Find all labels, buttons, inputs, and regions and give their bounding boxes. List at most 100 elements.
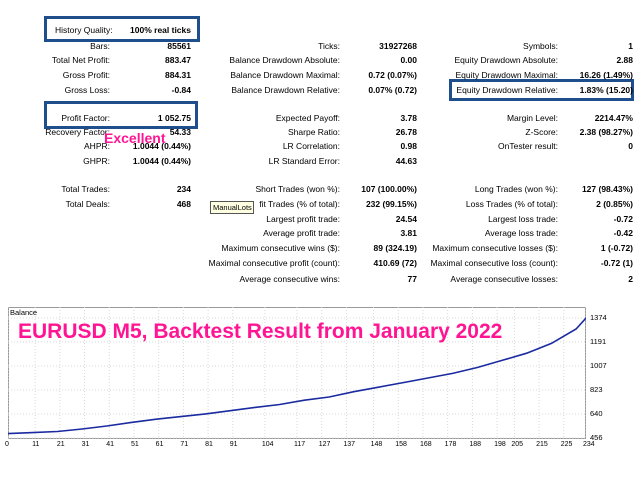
stat-label: Total Deals:	[65, 199, 110, 209]
x-tick-label: 148	[370, 441, 383, 448]
stat-label: Total Trades:	[61, 184, 110, 194]
history-quality-label: History Quality:	[55, 25, 113, 35]
stat-value: 16.26 (1.49%)	[579, 70, 633, 80]
stat-label: Equity Drawdown Relative:	[456, 85, 558, 95]
stat-value: 2.38 (98.27%)	[579, 127, 633, 137]
stat-label: GHPR:	[83, 156, 110, 166]
stat-label: Average profit trade:	[263, 228, 340, 238]
stat-label: Symbols:	[523, 41, 558, 51]
x-tick-label: 61	[155, 441, 164, 448]
stat-value: 26.78	[395, 127, 417, 137]
stat-label: Average consecutive losses:	[450, 274, 558, 284]
stat-value: 1.83% (15.20)	[579, 85, 633, 95]
x-tick-label: 215	[536, 441, 548, 448]
stat-label: Average consecutive wins:	[239, 274, 340, 284]
stat-value: 107 (100.00%)	[361, 184, 417, 194]
y-tick-label: 640	[590, 408, 603, 418]
y-tick-label: 1191	[590, 336, 607, 346]
stat-value: 85561	[167, 41, 191, 51]
x-tick-label: 178	[444, 441, 457, 448]
stat-label: Maximum consecutive losses ($):	[432, 243, 558, 253]
stat-value: 44.63	[395, 156, 417, 166]
stat-value: 1 (-0.72)	[600, 243, 633, 253]
chart-title: EURUSD M5, Backtest Result from January …	[18, 320, 503, 343]
stat-label: LR Correlation:	[282, 141, 340, 151]
stat-label: Loss Trades (% of total):	[465, 199, 558, 209]
stat-value: 54.33	[169, 127, 191, 137]
x-tick-label: 11	[32, 441, 40, 448]
stat-value: 2214.47%	[594, 113, 633, 123]
stat-value: 0.00	[400, 55, 417, 65]
x-tick-label: 158	[395, 441, 407, 448]
stat-value: 1.0044 (0.44%)	[132, 156, 191, 166]
stat-label: Z-Score:	[525, 127, 558, 137]
stat-value: -0.72	[613, 214, 633, 224]
stat-label: AHPR:	[84, 141, 110, 151]
y-tick-label: 1374	[590, 313, 607, 322]
stat-value: 468	[176, 199, 191, 209]
stat-label: Largest profit trade:	[266, 214, 340, 224]
y-tick-label: 456	[590, 433, 603, 442]
stat-value: -0.72 (1)	[600, 258, 633, 268]
stat-value: 1 052.75	[157, 113, 191, 123]
equity-drawdown-highlight	[449, 79, 634, 101]
stat-value: 2	[628, 274, 633, 284]
stat-label: Margin Level:	[506, 113, 558, 123]
stat-label: Bars:	[90, 41, 110, 51]
stat-label: Gross Profit:	[62, 70, 110, 80]
stat-label: Expected Payoff:	[275, 113, 340, 123]
x-tick-label: 41	[106, 441, 115, 448]
balance-chart-svg	[8, 307, 586, 439]
stat-value: 2.88	[616, 55, 633, 65]
y-tick-label: 823	[590, 385, 603, 395]
stat-value: -0.84	[171, 85, 191, 95]
stat-value: 24.54	[395, 214, 417, 224]
stat-value: 234	[176, 184, 191, 194]
stat-value: 0.98	[400, 141, 417, 151]
stat-value: 232 (99.15%)	[365, 199, 417, 209]
x-tick-label: 21	[56, 441, 65, 448]
stat-label: Gross Loss:	[64, 85, 110, 95]
stat-value: 31927268	[379, 41, 417, 51]
stat-value: 0.07% (0.72)	[368, 85, 417, 95]
stat-label: Recovery Factor:	[45, 127, 110, 137]
x-tick-label: 81	[205, 441, 213, 448]
stat-label: Profit Factor:	[61, 113, 110, 123]
stat-value: 883.47	[165, 55, 191, 65]
stat-value: 2 (0.85%)	[596, 199, 633, 209]
stat-label: Sharpe Ratio:	[288, 127, 340, 137]
stat-value: 0	[628, 141, 633, 151]
stat-label: Largest loss trade:	[488, 214, 558, 224]
stat-label: Equity Drawdown Absolute:	[454, 55, 558, 65]
x-tick-label: 117	[294, 441, 306, 448]
stat-label: Average loss trade:	[484, 228, 558, 238]
x-tick-label: 168	[419, 441, 432, 448]
stat-value: 77	[407, 274, 417, 284]
x-tick-label: 127	[318, 441, 331, 448]
stat-label: OnTester result:	[498, 141, 558, 151]
x-tick-label: 188	[469, 441, 482, 448]
stat-label: Long Trades (won %):	[474, 184, 558, 194]
stat-value: 1.0044 (0.44%)	[132, 141, 191, 151]
stat-label: LR Standard Error:	[268, 156, 340, 166]
x-tick-label: 198	[494, 441, 506, 448]
stat-value: 410.69 (72)	[373, 258, 417, 268]
profit-factor-highlight	[44, 101, 198, 129]
stat-value: 0.72 (0.07%)	[368, 70, 417, 80]
stat-label: Total Net Profit:	[51, 55, 110, 65]
manual-lots-tooltip: ManualLots	[210, 201, 254, 214]
stat-value: 3.81	[400, 228, 417, 238]
balance-line	[8, 317, 586, 435]
stat-value: 1	[628, 41, 633, 51]
history-quality-value: 100% real ticks	[130, 25, 191, 35]
x-tick-label: 137	[343, 441, 356, 448]
stat-label: Maximum consecutive wins ($):	[221, 243, 340, 253]
x-tick-label: 234	[583, 441, 595, 448]
stat-value: 127 (98.43%)	[581, 184, 633, 194]
stat-label: Balance Drawdown Maximal:	[230, 70, 340, 80]
stat-label: Maximal consecutive profit (count):	[208, 258, 340, 268]
x-tick-label: 104	[261, 441, 274, 448]
x-tick-label: 91	[229, 441, 238, 448]
stat-label: Ticks:	[318, 41, 340, 51]
stat-value: -0.42	[613, 228, 633, 238]
